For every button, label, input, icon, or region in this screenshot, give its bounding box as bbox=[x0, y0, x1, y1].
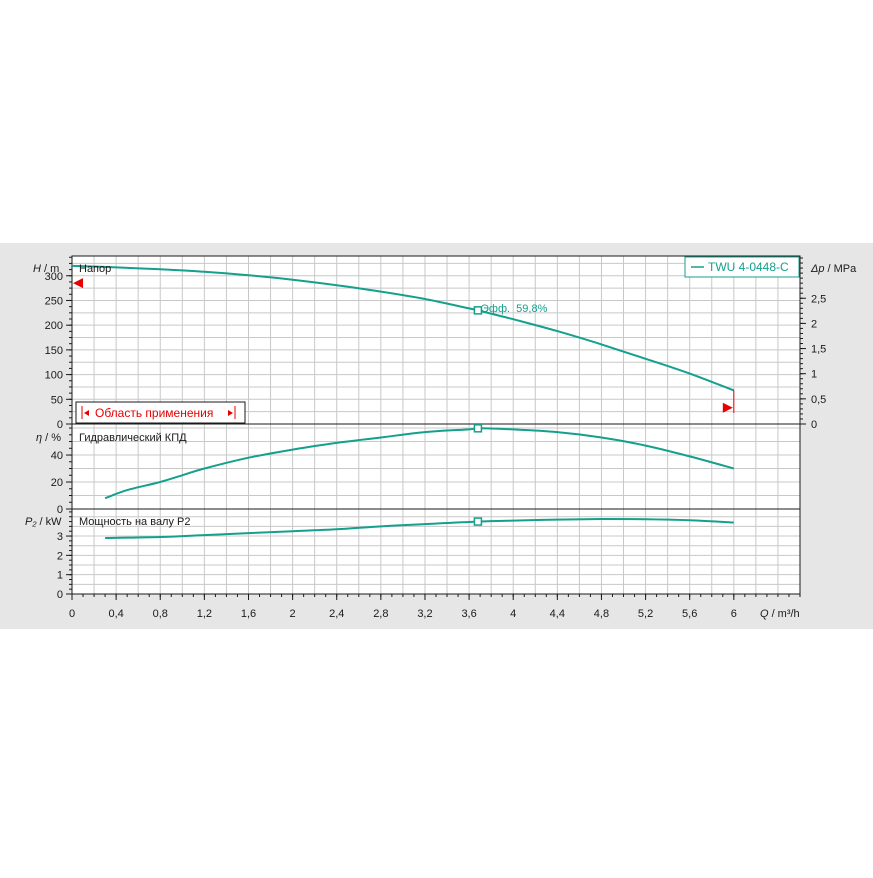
power-axis-symbol: P₂ bbox=[25, 516, 37, 528]
x-tick-label: 0 bbox=[69, 608, 75, 620]
y-tick-label: 200 bbox=[45, 320, 63, 332]
legend-label: TWU 4-0448-C bbox=[708, 260, 789, 274]
y-tick-label: 150 bbox=[45, 345, 63, 357]
power-axis-label: P₂ / kW bbox=[25, 516, 62, 528]
y-tick-label: 250 bbox=[45, 295, 63, 307]
power-axis-unit: / kW bbox=[40, 516, 63, 528]
curves bbox=[71, 264, 735, 539]
x-tick-label: 1,6 bbox=[241, 608, 256, 620]
marks bbox=[73, 278, 735, 526]
svg-text:H/ m: H / m bbox=[33, 263, 59, 275]
x-tick-label: 0,4 bbox=[108, 608, 123, 620]
x-tick-label: 2 bbox=[290, 608, 296, 620]
x-tick-label: 2,8 bbox=[373, 608, 388, 620]
y-tick-label: 0 bbox=[57, 589, 63, 601]
power-panel-title: Мощность на валу P2 bbox=[79, 516, 191, 528]
application-range-box bbox=[75, 401, 246, 424]
y-tick-label: 2 bbox=[57, 550, 63, 562]
y-tick-label: 40 bbox=[51, 450, 63, 462]
y-tick-label: 100 bbox=[45, 370, 63, 382]
pressure-tick-label: 0,5 bbox=[811, 394, 826, 406]
x-tick-label: 6 bbox=[731, 608, 737, 620]
x-tick-label: 1,2 bbox=[197, 608, 212, 620]
pressure-axis-unit: / MPa bbox=[828, 263, 858, 275]
x-tick-label: 5,2 bbox=[638, 608, 653, 620]
legend-box bbox=[684, 256, 800, 278]
pressure-tick-label: 2 bbox=[811, 318, 817, 330]
efficiency-axis-symbol: η bbox=[36, 432, 42, 444]
efficiency-axis-unit: / % bbox=[45, 432, 61, 444]
range-end-marker bbox=[722, 402, 733, 413]
head-axis-symbol: H bbox=[33, 263, 41, 275]
head-plot-area bbox=[72, 256, 800, 424]
pressure-tick-label: 1,5 bbox=[811, 344, 826, 356]
y-tick-label: 300 bbox=[45, 271, 63, 283]
flow-axis-label: Q / m³/h bbox=[760, 608, 800, 620]
efficiency-plot-area bbox=[72, 424, 800, 509]
head-curve bbox=[71, 264, 735, 392]
legend: TWU 4-0448-C bbox=[684, 256, 800, 278]
x-tick-label: 0,8 bbox=[153, 608, 168, 620]
range-start-marker bbox=[73, 278, 83, 289]
x-tick-label: 4 bbox=[510, 608, 516, 620]
pressure-tick-label: 2,5 bbox=[811, 293, 826, 305]
svg-text:Q/ m³/h: Q / m³/h bbox=[760, 608, 800, 620]
svg-text:P₂/ kW: P₂ / kW bbox=[25, 516, 62, 528]
pressure-tick-label: 0 bbox=[811, 419, 817, 431]
power-curve bbox=[105, 517, 734, 539]
y-tick-label: 1 bbox=[57, 570, 63, 582]
duty-point-marker bbox=[473, 517, 483, 526]
y-tick-label: 0 bbox=[57, 419, 63, 431]
y-tick-label: 50 bbox=[51, 394, 63, 406]
y-tick-label: 0 bbox=[57, 504, 63, 516]
flow-axis-symbol: Q bbox=[760, 608, 769, 620]
head-axis-label: H / m bbox=[33, 263, 59, 275]
efficiency-curve bbox=[104, 427, 735, 500]
application-range-label: Область применения bbox=[95, 406, 213, 420]
flow-axis-unit: / m³/h bbox=[772, 608, 800, 620]
application-range: Область применения bbox=[75, 401, 246, 424]
head-panel-title: Напор bbox=[79, 263, 111, 275]
application-range-left-arrow bbox=[84, 410, 89, 416]
application-range-right-arrow bbox=[228, 410, 233, 416]
pressure-axis-symbol: Δp bbox=[810, 263, 825, 275]
y-tick-label: 3 bbox=[57, 531, 63, 543]
x-tick-label: 3,6 bbox=[461, 608, 476, 620]
svg-text:η/ %: η / % bbox=[36, 432, 61, 444]
duty-point-marker bbox=[473, 306, 483, 315]
x-tick-label: 5,6 bbox=[682, 608, 697, 620]
duty-point-marker bbox=[473, 424, 483, 433]
svg-text:Δp/ MPa: Δp / MPa bbox=[810, 263, 857, 275]
pressure-axis-label: Δp / MPa bbox=[810, 263, 857, 275]
pressure-tick-label: 1 bbox=[811, 369, 817, 381]
x-tick-label: 4,8 bbox=[594, 608, 609, 620]
efficiency-annotation: Эфф. 59,8% bbox=[481, 303, 548, 315]
efficiency-axis-label: η / % bbox=[36, 432, 61, 444]
efficiency-panel-title: Гидравлический КПД bbox=[79, 432, 187, 444]
axes: 05010015020025030002040012300,511,522,50… bbox=[45, 255, 826, 620]
x-tick-label: 2,4 bbox=[329, 608, 344, 620]
head-axis-unit: / m bbox=[44, 263, 59, 275]
x-tick-label: 4,4 bbox=[550, 608, 565, 620]
grid-lines bbox=[72, 256, 800, 594]
y-tick-label: 20 bbox=[51, 477, 63, 489]
x-tick-label: 3,2 bbox=[417, 608, 432, 620]
